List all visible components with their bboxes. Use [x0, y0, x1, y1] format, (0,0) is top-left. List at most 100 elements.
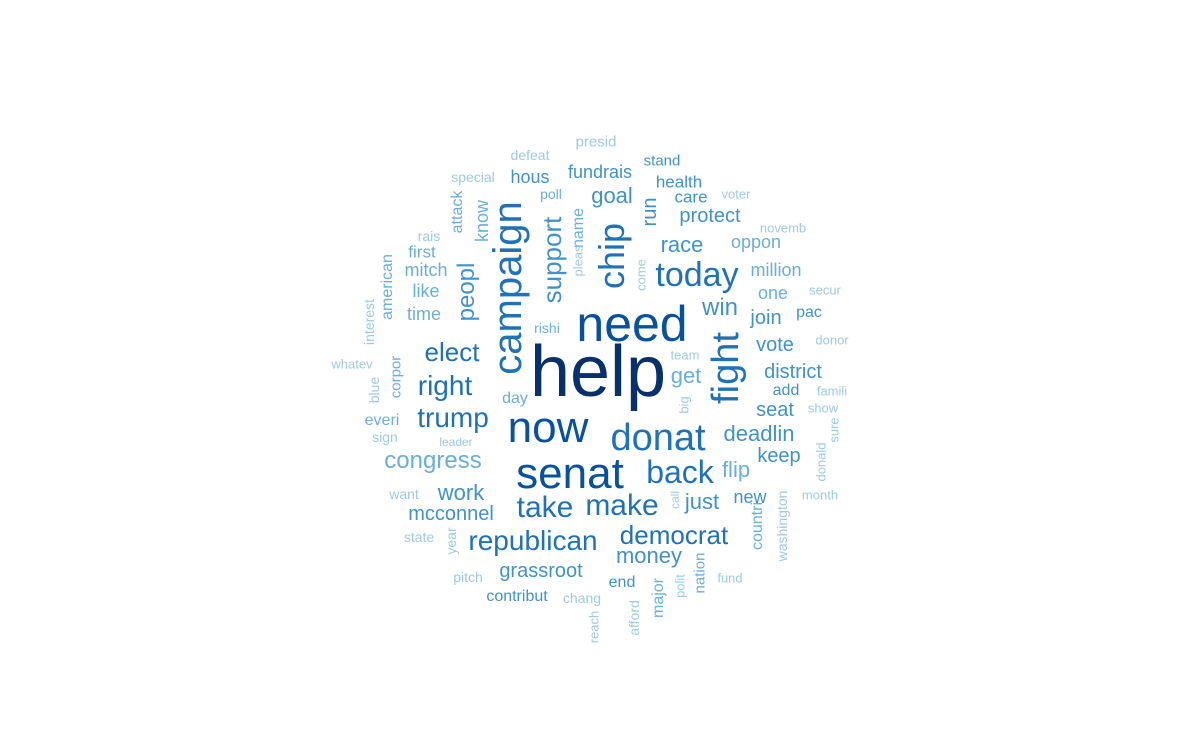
- word-major: major: [650, 577, 667, 619]
- word-everi: everi: [364, 412, 400, 429]
- word-presid: presid: [575, 133, 617, 151]
- word-new: new: [733, 487, 767, 507]
- word-countri: countri: [749, 501, 766, 551]
- word-american: american: [379, 254, 396, 320]
- word-come: come: [633, 259, 649, 291]
- word-just: just: [684, 489, 720, 514]
- word-pac: pac: [796, 304, 822, 321]
- word-help: help: [529, 332, 667, 412]
- word-keep: keep: [757, 445, 801, 467]
- word-mitch: mitch: [404, 260, 448, 280]
- word-corpor: corpor: [387, 355, 405, 399]
- word-now: now: [507, 403, 589, 452]
- word-vote: vote: [756, 334, 794, 356]
- word-make: make: [585, 489, 659, 522]
- word-end: end: [608, 574, 636, 591]
- word-stand: stand: [643, 152, 681, 170]
- word-leader: leader: [439, 435, 473, 449]
- word-voter: voter: [721, 186, 751, 202]
- word-day: day: [502, 390, 528, 407]
- word-defeat: defeat: [510, 147, 550, 163]
- word-pitch: pitch: [453, 569, 483, 585]
- word-fund: fund: [717, 570, 743, 586]
- word-seat: seat: [756, 399, 794, 421]
- word-interest: interest: [361, 299, 377, 345]
- word-add: add: [772, 382, 800, 399]
- word-elect: elect: [424, 337, 480, 367]
- word-afford: afford: [626, 600, 642, 636]
- word-name: name: [570, 207, 587, 249]
- word-poll: poll: [540, 186, 562, 202]
- word-famili: famili: [816, 383, 848, 399]
- word-special: special: [451, 169, 495, 185]
- word-win: win: [701, 294, 739, 321]
- word-first: first: [408, 242, 436, 262]
- word-protect: protect: [679, 205, 741, 227]
- word-congress: congress: [384, 447, 482, 474]
- word-blue: blue: [366, 376, 382, 404]
- word-chang: chang: [562, 590, 602, 606]
- word-year: year: [443, 527, 459, 555]
- word-hous: hous: [510, 167, 550, 187]
- word-like: like: [412, 281, 440, 301]
- word-care: care: [674, 187, 708, 207]
- word-health: health: [655, 172, 703, 192]
- word-time: time: [406, 304, 442, 324]
- word-whatev: whatev: [331, 356, 373, 372]
- word-polit: polit: [672, 574, 688, 598]
- word-work: work: [437, 480, 485, 505]
- word-donald: donald: [813, 442, 829, 482]
- word-republican: republican: [468, 525, 598, 556]
- word-oppon: oppon: [730, 232, 782, 252]
- word-flip: flip: [721, 457, 751, 482]
- word-chip: chip: [591, 222, 632, 290]
- word-nation: nation: [691, 552, 709, 594]
- word-attack: attack: [449, 190, 466, 234]
- word-democrat: democrat: [619, 520, 729, 550]
- word-campaign: campaign: [486, 201, 530, 375]
- word-fundrais: fundrais: [567, 162, 633, 182]
- word-team: team: [670, 347, 700, 363]
- word-sure: sure: [826, 417, 842, 443]
- word-rais: rais: [417, 228, 441, 244]
- word-run: run: [639, 197, 661, 227]
- word-know: know: [472, 199, 492, 243]
- word-donat: donat: [610, 417, 706, 459]
- word-race: race: [660, 232, 704, 257]
- word-today: today: [655, 256, 739, 294]
- word-join: join: [750, 307, 782, 329]
- word-mcconnel: mcconnel: [408, 503, 494, 525]
- word-show: show: [807, 400, 839, 416]
- word-million: million: [750, 260, 802, 280]
- word-get: get: [670, 363, 702, 388]
- word-fight: fight: [705, 332, 747, 404]
- word-big: big: [676, 396, 692, 414]
- word-need: need: [576, 296, 688, 352]
- word-district: district: [764, 361, 822, 383]
- word-sign: sign: [372, 429, 398, 445]
- word-rishi: rishi: [534, 320, 560, 336]
- word-support: support: [537, 216, 567, 304]
- word-trump: trump: [417, 402, 489, 433]
- word-secur: secur: [809, 282, 841, 298]
- word-deadlin: deadlin: [723, 421, 795, 446]
- word-grassroot: grassroot: [499, 560, 583, 582]
- word-contribut: contribut: [486, 588, 548, 605]
- word-peopl: peopl: [453, 262, 480, 322]
- word-donor: donor: [815, 332, 849, 348]
- word-state: state: [403, 529, 435, 545]
- word-call: call: [668, 490, 682, 510]
- word-month: month: [801, 487, 839, 503]
- word-novemb: novemb: [759, 220, 807, 236]
- word-senat: senat: [516, 449, 624, 498]
- word-pleas: pleas: [570, 245, 586, 277]
- word-want: want: [389, 486, 419, 502]
- word-take: take: [516, 491, 574, 524]
- word-washington: washington: [774, 490, 790, 562]
- word-reach: reach: [586, 610, 602, 644]
- word-money: money: [615, 543, 683, 568]
- word-back: back: [646, 454, 714, 490]
- word-right: right: [417, 370, 473, 401]
- word-one: one: [757, 283, 789, 303]
